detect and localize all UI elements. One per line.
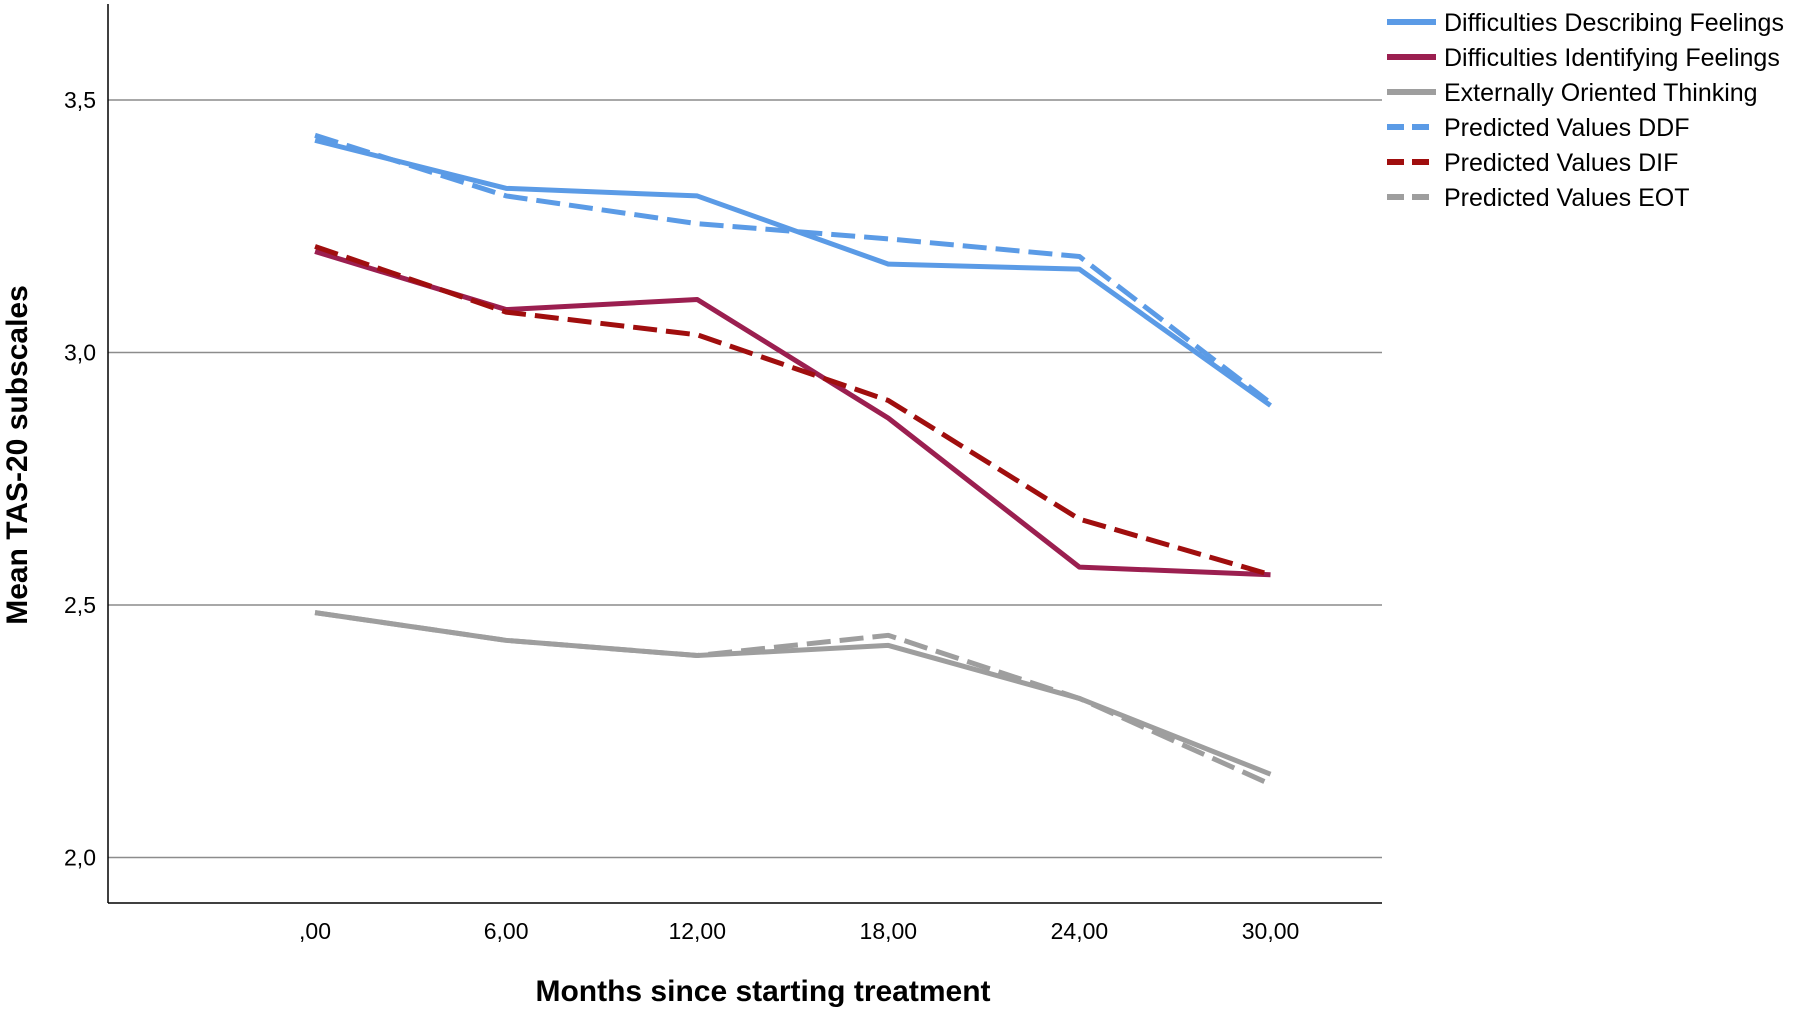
series-line-difficulties-describing-feelings (314, 137, 1272, 408)
series-line-predicted-values-ddf (314, 132, 1273, 405)
series-line-predicted-values-eot (314, 610, 1272, 787)
series-line-predicted-values-dif (314, 244, 1272, 578)
axes (107, 4, 1382, 904)
x-axis-title: Months since starting treatment (535, 975, 990, 1008)
x-tick-label: 12,00 (668, 918, 726, 944)
series-line-difficulties-identifying-feelings (314, 249, 1271, 578)
legend-label: Externally Oriented Thinking (1444, 79, 1758, 107)
legend-label: Predicted Values DDF (1444, 114, 1689, 142)
x-tick-label: 18,00 (860, 918, 918, 944)
legend-label: Predicted Values EOT (1444, 184, 1689, 212)
x-tick-label: 6,00 (484, 918, 529, 944)
series-line-externally-oriented-thinking (314, 610, 1272, 777)
legend-label: Difficulties Identifying Feelings (1444, 44, 1780, 72)
y-tick-label: 2,5 (64, 592, 96, 618)
legend-label: Predicted Values DIF (1444, 149, 1678, 177)
x-tick-label: 30,00 (1242, 918, 1300, 944)
tick-labels: 2,0 2,5 3,0 3,5 ,00 6,00 12,00 18,00 24,00 30,00 (64, 87, 1299, 944)
y-tick-label: 3,0 (64, 339, 96, 365)
legend: Difficulties Describing Feelings Difficul… (1387, 9, 1784, 212)
y-tick-label: 3,5 (64, 87, 96, 113)
y-tick-label: 2,0 (64, 845, 96, 871)
series-lines (314, 132, 1273, 787)
legend-label: Difficulties Describing Feelings (1444, 9, 1784, 37)
x-tick-label: ,00 (299, 918, 331, 944)
x-tick-label: 24,00 (1051, 918, 1109, 944)
y-axis-title: Mean TAS-20 subscales (1, 285, 34, 625)
